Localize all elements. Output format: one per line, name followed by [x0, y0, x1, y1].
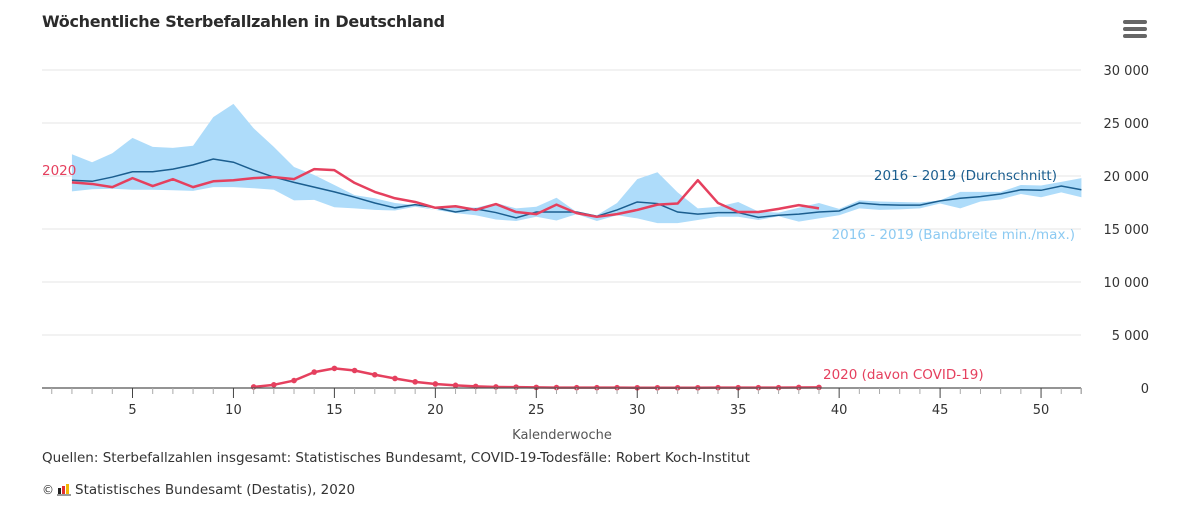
covid-point	[432, 381, 439, 387]
grid-lines	[42, 69, 1081, 336]
x-axis-title: Kalenderwoche	[512, 428, 612, 443]
range-band-layer	[71, 103, 1082, 224]
y-tick-label: 20 000	[1104, 170, 1150, 185]
x-tick-label: 25	[528, 403, 545, 418]
menu-bar	[1123, 20, 1147, 24]
y-tick-label: 5 000	[1112, 329, 1149, 344]
x-tick-label: 20	[427, 403, 444, 418]
source-note: Quellen: Sterbefallzahlen insgesamt: Sta…	[42, 450, 750, 466]
range-band-min-max	[71, 103, 1082, 224]
x-tick-label: 45	[932, 403, 949, 418]
x-tick-label: 30	[629, 403, 646, 418]
chart-area: 5 10 15 20 25 30 35 40 45 50 0 5 000 10 000 15 000 20…	[42, 64, 1150, 443]
hamburger-menu-icon[interactable]	[1123, 20, 1147, 42]
y-tick-label: 25 000	[1104, 117, 1150, 132]
covid-point	[392, 375, 398, 382]
label-2020: 2020	[42, 163, 76, 179]
x-tick-label: 35	[730, 403, 747, 418]
covid-point	[412, 379, 418, 385]
destatis-logo-icon	[57, 484, 71, 496]
covid-point	[371, 371, 378, 378]
label-average: 2016 - 2019 (Durchschnitt)	[874, 168, 1057, 184]
line-layer	[71, 158, 1082, 391]
y-tick-label: 30 000	[1104, 64, 1150, 79]
y-tick-label: 10 000	[1104, 276, 1150, 291]
covid-point	[291, 377, 297, 384]
x-tick-label: 5	[128, 403, 136, 418]
credit-text[interactable]: Statistisches Bundesamt (Destatis), 2020	[75, 482, 356, 498]
covid-point	[452, 382, 459, 389]
y-tick-label: 15 000	[1104, 223, 1150, 238]
covid-point	[533, 384, 540, 391]
covid-point	[331, 365, 338, 372]
y-axis: 0 5 000 10 000 15 000 20 000 25 000 30 000	[1104, 64, 1150, 397]
covid-point	[816, 384, 822, 391]
x-tick-label: 15	[326, 403, 343, 418]
covid-point	[311, 369, 318, 375]
chart-title: Wöchentliche Sterbefallzahlen in Deutsch…	[42, 12, 445, 31]
x-axis: 5 10 15 20 25 30 35 40 45 50	[42, 387, 1082, 418]
credit-line: © Statistisches Bundesamt (Destatis), 20…	[42, 482, 355, 498]
covid-point	[271, 382, 277, 388]
series-labels: 2020 2016 - 2019 (Durchschnitt) 2016 - 201…	[42, 163, 1075, 383]
copyright-icon: ©	[42, 483, 54, 497]
line-2020	[71, 167, 820, 219]
y-tick-label: 0	[1141, 382, 1149, 397]
covid-point	[351, 367, 358, 374]
label-range: 2016 - 2019 (Bandbreite min./max.)	[832, 227, 1075, 243]
x-tick-label: 40	[831, 403, 848, 418]
menu-bar	[1123, 34, 1147, 38]
menu-bar	[1123, 27, 1147, 31]
x-tick-label: 10	[225, 403, 242, 418]
x-tick-label: 50	[1033, 403, 1050, 418]
label-covid: 2020 (davon COVID-19)	[823, 367, 984, 383]
